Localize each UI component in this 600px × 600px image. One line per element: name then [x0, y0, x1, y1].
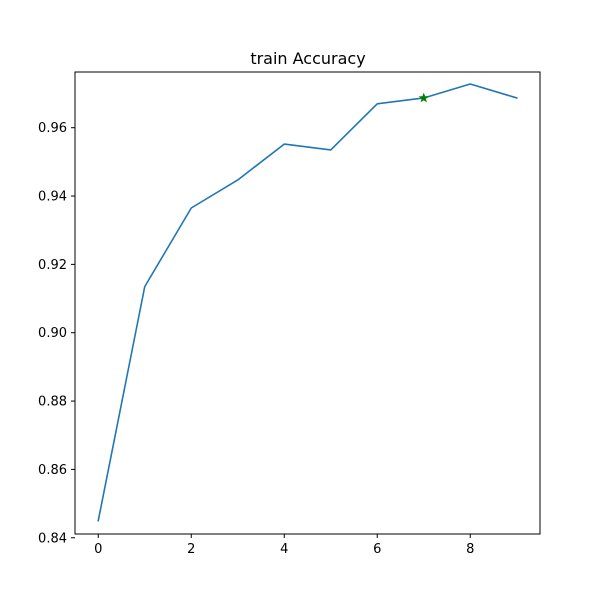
y-tick-label: 0.88	[38, 395, 67, 410]
y-tick-label: 0.94	[38, 190, 67, 205]
y-tick-label: 0.84	[38, 531, 67, 546]
y-tick-label: 0.86	[38, 463, 67, 478]
x-tick-label: 4	[280, 542, 288, 557]
x-tick-label: 8	[466, 542, 474, 557]
axes-frame	[74, 71, 541, 535]
y-tick-label: 0.90	[38, 326, 67, 341]
y-tick-label: 0.96	[38, 121, 67, 136]
x-tick-label: 6	[373, 542, 381, 557]
series-line-0	[97, 83, 518, 522]
chart-title: train Accuracy	[250, 49, 365, 68]
y-tick-label: 0.92	[38, 258, 67, 273]
plot-area: 0 2 4 6 8 0.84 0.86 0.88 0.90 0.92 0.94 0.96	[38, 71, 541, 557]
x-tick-label: 2	[187, 542, 195, 557]
best-point-star-marker	[418, 92, 429, 103]
x-tick-label: 0	[94, 542, 102, 557]
